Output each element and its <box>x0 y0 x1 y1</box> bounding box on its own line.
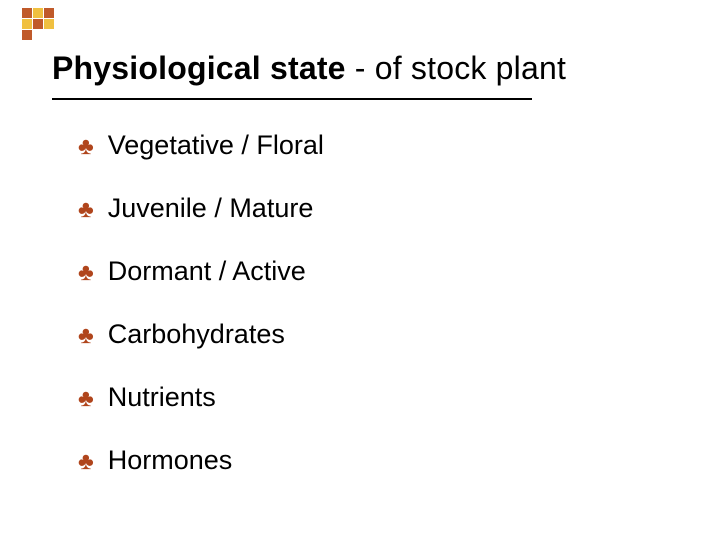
list-item: ♣ Dormant / Active <box>78 256 680 287</box>
decor-square <box>33 8 43 18</box>
decor-square <box>22 30 32 40</box>
title-bold: Physiological state <box>52 50 346 86</box>
decor-square <box>22 8 32 18</box>
list-item-label: Vegetative / Floral <box>108 130 324 161</box>
decor-square <box>44 8 54 18</box>
decor-square <box>44 19 54 29</box>
list-item-label: Carbohydrates <box>108 319 285 350</box>
slide-title: Physiological state - of stock plant <box>52 50 680 87</box>
list-item-label: Nutrients <box>108 382 216 413</box>
list-item: ♣ Juvenile / Mature <box>78 193 680 224</box>
list-item-label: Hormones <box>108 445 233 476</box>
club-icon: ♣ <box>78 135 94 159</box>
list-item: ♣ Hormones <box>78 445 680 476</box>
list-item-label: Dormant / Active <box>108 256 306 287</box>
list-item: ♣ Carbohydrates <box>78 319 680 350</box>
bullet-list: ♣ Vegetative / Floral ♣ Juvenile / Matur… <box>78 130 680 508</box>
club-icon: ♣ <box>78 324 94 348</box>
decor-square <box>33 19 43 29</box>
club-icon: ♣ <box>78 198 94 222</box>
decor-square <box>22 19 32 29</box>
slide: Physiological state - of stock plant ♣ V… <box>0 0 720 540</box>
list-item-label: Juvenile / Mature <box>108 193 314 224</box>
club-icon: ♣ <box>78 450 94 474</box>
club-icon: ♣ <box>78 261 94 285</box>
corner-decor <box>22 8 62 48</box>
title-underline <box>52 98 532 100</box>
list-item: ♣ Vegetative / Floral <box>78 130 680 161</box>
title-rest: - of stock plant <box>346 50 566 86</box>
title-container: Physiological state - of stock plant <box>52 50 680 87</box>
list-item: ♣ Nutrients <box>78 382 680 413</box>
club-icon: ♣ <box>78 387 94 411</box>
